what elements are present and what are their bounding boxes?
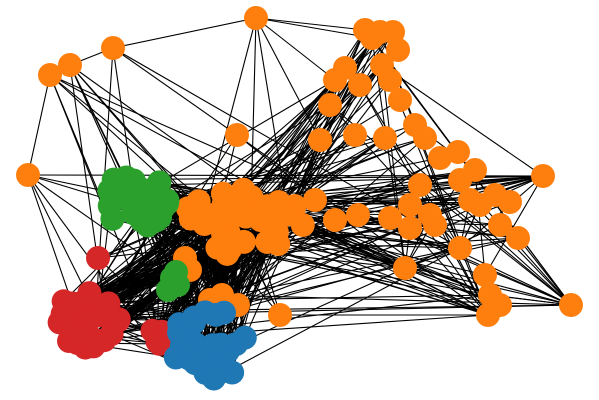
graph-node-orange [488,213,512,237]
graph-node-orange [506,226,530,250]
graph-node-orange [101,36,125,60]
graph-node-orange [348,73,372,97]
graph-node-green [135,178,160,203]
graph-edge [27,74,51,176]
graph-edge [209,247,461,301]
graph-node-orange [476,303,500,327]
graph-node-green [116,188,141,213]
graph-node-orange [211,192,236,217]
graph-edge [221,294,572,306]
graph-node-orange [308,128,332,152]
graph-node-orange [248,208,273,233]
graph-node-orange [386,38,410,62]
graph-node-orange [244,6,268,30]
graph-node-orange [373,126,397,150]
graph-node-orange [16,163,40,187]
graph-node-orange [323,208,347,232]
graph-node-orange [192,206,217,231]
graph-edge [484,175,544,276]
graph-edge [69,64,206,220]
graph-edge [276,231,489,316]
graph-edge [359,84,489,316]
graph-edge [27,174,111,201]
graph-edge [27,174,73,304]
graph-node-orange [473,263,497,287]
graph-node-red [61,293,86,318]
graph-node-orange [531,164,555,188]
graph-node-green [100,206,125,231]
graph-edge [517,237,572,306]
graph-node-orange [408,173,432,197]
graph-node-orange [559,293,583,317]
graph-node-blue [201,366,226,391]
graph-node-orange [393,256,417,280]
graph-edge [86,232,229,304]
graph-node-orange [225,123,249,147]
graph-edge [469,199,572,306]
graph-node-orange [381,20,405,44]
graph-node-green [97,178,122,203]
graph-edge [27,174,91,301]
graph-edge [381,64,544,177]
graph-node-orange [463,158,487,182]
graph-node-orange [448,236,472,260]
graph-node-orange [303,188,327,212]
graph-node-orange [398,216,422,240]
graph-edge [242,31,394,207]
graph-node-green [148,205,173,230]
graph-node-red [68,324,93,349]
graph-edge [329,104,572,306]
graph-node-orange [323,68,347,92]
graph-node-orange [388,88,412,112]
graph-node-red [86,246,110,270]
graph-edge [209,294,491,301]
graph-node-orange [413,126,437,150]
graph-edge [384,137,572,306]
graph-node-orange [318,93,342,117]
graph-edge [112,47,461,249]
graph-node-green [156,278,180,302]
graph-edge [419,184,572,306]
graph-edge [287,37,373,215]
graph-node-orange [218,237,243,262]
graph-edge [112,17,257,49]
graph-node-green [129,208,154,233]
graph-node-orange [346,203,370,227]
graph-node-green [164,260,188,284]
graph-node-orange [378,68,402,92]
graph-edge [49,74,406,269]
graph-edge [255,17,366,31]
graph-node-orange [270,204,295,229]
graph-node-orange [343,123,367,147]
graph-node-orange [378,206,402,230]
graph-edge [112,47,238,136]
graph-node-orange [423,213,447,237]
graph-node-orange [446,140,470,164]
graph-node-orange [268,303,292,327]
graph-node-green [114,165,139,190]
graph-node-blue [183,351,208,376]
graph-node-orange [231,177,256,202]
nodes-layer [16,6,583,391]
graph-node-orange [58,53,82,77]
graph-node-red [147,331,172,356]
graph-edge [230,248,491,296]
graph-edge [230,248,501,306]
graph-node-orange [398,193,422,217]
graph-node-blue [193,300,218,325]
graph-node-orange [38,63,62,87]
graph-node-orange [498,190,522,214]
graph-node-red [99,322,124,347]
graph-edge [255,17,373,39]
graph-edge [255,17,336,81]
graph-node-blue [232,325,257,350]
graph-node-orange [230,194,255,219]
